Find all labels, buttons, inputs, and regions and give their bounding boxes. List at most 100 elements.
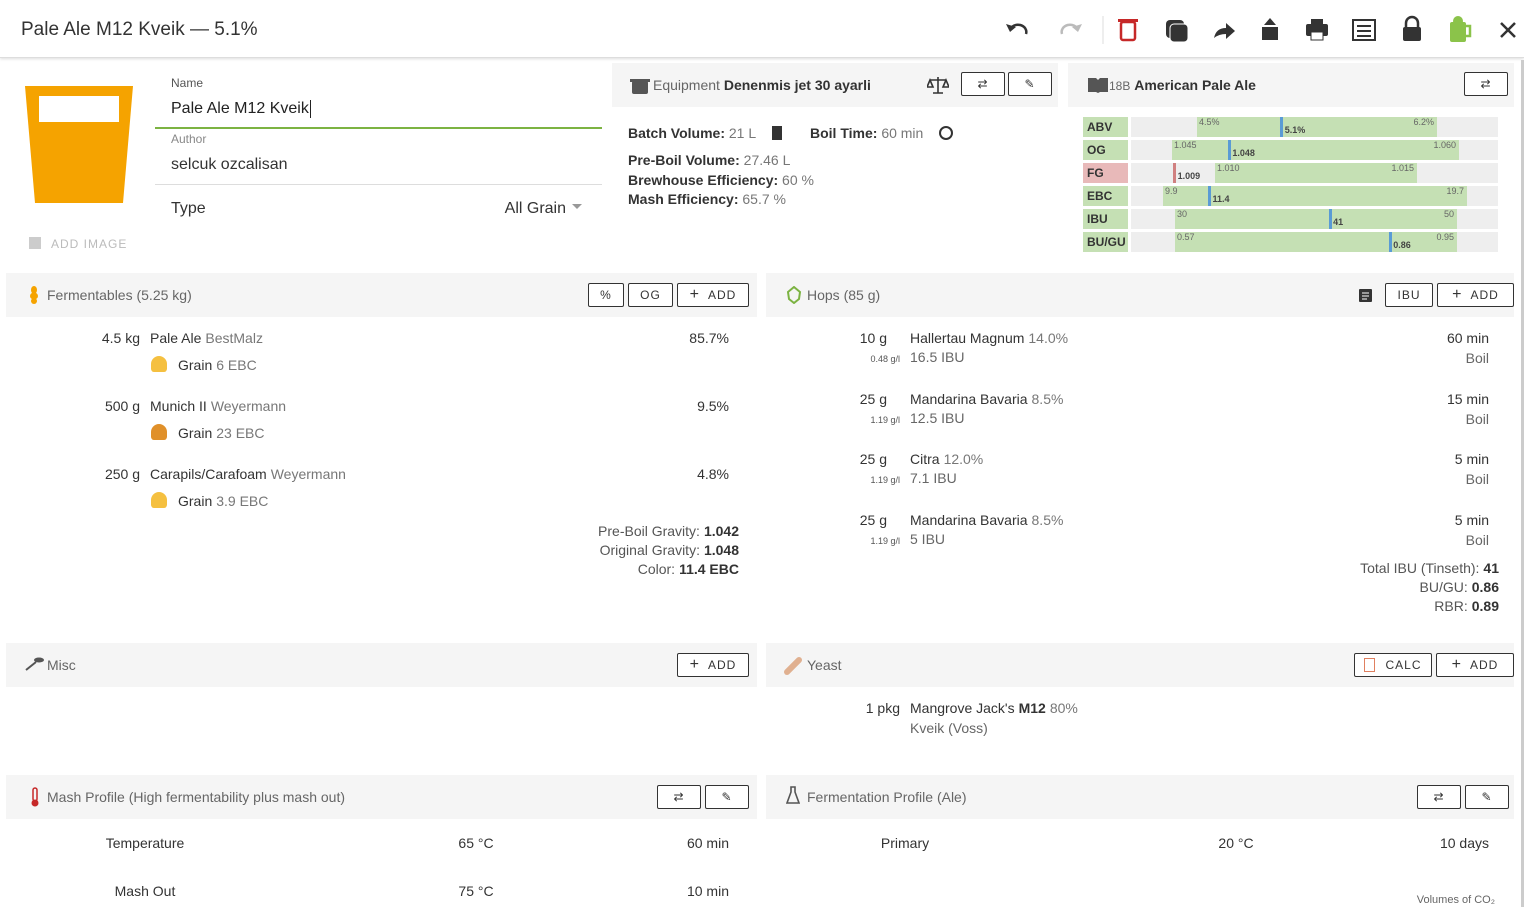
percent-button[interactable]: %	[588, 283, 624, 307]
type-select[interactable]: All Grain	[505, 200, 582, 218]
summary-label: Total IBU (Tinseth):	[1360, 560, 1480, 576]
scale-icon[interactable]	[927, 75, 949, 95]
step-time: 10 days	[1439, 835, 1489, 851]
misc-header	[6, 643, 757, 687]
wheat-icon	[151, 492, 167, 508]
step-name: Mash Out	[114, 883, 176, 899]
summary-value: 0.89	[1471, 598, 1499, 614]
amount: 500 g	[104, 398, 140, 414]
pre-boil-volume-value: 27.46 L	[743, 152, 791, 168]
batch-volume-label: Batch Volume:	[628, 125, 725, 141]
equipment-name: Denenmis jet 30 ayarli	[723, 77, 871, 93]
alpha: 14.0%	[1028, 330, 1069, 346]
summary-value: 1.048	[703, 542, 739, 558]
range-marker	[1173, 163, 1177, 183]
name: Mandarina Bavaria	[910, 390, 1028, 407]
style-header	[1068, 63, 1514, 107]
hop-name: Hallertau Magnum 14.0%	[910, 329, 1068, 347]
swap-button[interactable]: ⇄	[961, 72, 1005, 96]
name-label: Name	[171, 76, 204, 90]
step-temp: 65 °C	[458, 835, 494, 851]
list-icon[interactable]	[1359, 289, 1373, 303]
hop-ibu: 16.5 IBU	[910, 349, 965, 365]
ibu-summary: RBR: 0.89	[1434, 597, 1499, 615]
name: Citra	[910, 451, 940, 467]
hop-time: 15 min	[1446, 390, 1489, 407]
percent: 85.7%	[689, 330, 729, 346]
mash-efficiency-value: 65.7 %	[742, 191, 786, 207]
gravity-summary: Original Gravity: 1.048	[600, 541, 739, 559]
color: 23 EBC	[216, 425, 265, 441]
scrollbar	[1521, 60, 1524, 907]
range-value: 1.009	[1177, 171, 1201, 181]
supplier: Weyermann	[270, 466, 346, 482]
summary-value: 1.042	[703, 523, 739, 539]
ibu-button[interactable]: IBU	[1385, 283, 1433, 307]
name: Munich II	[150, 398, 207, 414]
add-yeast-button[interactable]: + ADD	[1436, 653, 1514, 677]
range-band	[1215, 163, 1417, 183]
equipment: Equipment Denenmis jet 30 ayarli	[653, 76, 871, 94]
supplier: Weyermann	[210, 398, 287, 414]
hop-time: 5 min	[1454, 511, 1489, 528]
fermentation-header	[766, 775, 1514, 819]
name-input[interactable]: Pale Ale M12 Kveik	[171, 100, 311, 118]
calc-button[interactable]: CALC	[1354, 653, 1432, 677]
range-value: 41	[1333, 217, 1344, 227]
fermentable-type: Grain 23 EBC	[178, 424, 264, 442]
tube-icon	[784, 657, 802, 675]
range-label: IBU	[1083, 209, 1128, 229]
calc-label: CALC	[1385, 658, 1422, 672]
amount: 250 g	[104, 466, 140, 482]
book-icon	[1088, 78, 1108, 93]
og-button[interactable]: OG	[628, 283, 673, 307]
yeast-amount: 1 pkg	[865, 700, 900, 716]
range-value: 1.048	[1232, 148, 1255, 158]
hop-name: Mandarina Bavaria 8.5%	[910, 511, 1063, 529]
fermentables-title: Fermentables (5.25 kg)	[47, 287, 192, 303]
author-label: Author	[171, 132, 207, 146]
range-min: 0.57	[1177, 232, 1195, 242]
equipment-label: Equipment	[653, 77, 720, 93]
edit-button[interactable]: ✎	[1008, 72, 1052, 96]
hop-ibu: 5 IBU	[910, 530, 946, 547]
add-misc-button[interactable]: + ADD	[677, 653, 749, 677]
toolbar-icons[interactable]	[1000, 14, 1524, 46]
style-name: American Pale Ale	[1134, 77, 1256, 93]
step-name: Primary	[880, 835, 930, 851]
author-input[interactable]: selcuk ozcalisan	[171, 156, 288, 173]
ferm-edit-button[interactable]: ✎	[1465, 785, 1509, 809]
fermentable-type: Grain 3.9 EBC	[178, 492, 268, 510]
range-max: 0.95	[1436, 232, 1454, 242]
ferm-swap-button[interactable]: ⇄	[1417, 785, 1461, 809]
range-label: BU/GU	[1083, 232, 1128, 252]
pot-icon	[630, 79, 650, 94]
hop-rate: 1.19 g/l	[870, 414, 900, 425]
range-max: 19.7	[1446, 186, 1464, 196]
fermentation-title: Fermentation Profile (Ale)	[807, 789, 967, 805]
hop-use: Boil	[1465, 531, 1489, 548]
summary-label: Color:	[637, 561, 676, 577]
fermentable-type: Grain 6 EBC	[178, 356, 257, 374]
add-hop-button[interactable]: + ADD	[1437, 283, 1514, 307]
range-value: 11.4	[1212, 194, 1230, 204]
add-image[interactable]: ADD IMAGE	[29, 237, 127, 251]
range-min: 30	[1177, 209, 1188, 219]
hop-amount: 25 g	[859, 390, 887, 407]
style-swap-button[interactable]: ⇄	[1464, 72, 1508, 96]
mash-edit-button[interactable]: ✎	[705, 785, 749, 809]
hop-ibu: 7.1 IBU	[910, 470, 957, 486]
step-temp: 20 °C	[1218, 835, 1254, 851]
hop-name: Mandarina Bavaria 8.5%	[910, 390, 1063, 408]
gravity-summary: Color: 11.4 EBC	[638, 560, 739, 578]
name: Hallertau Magnum	[910, 330, 1025, 346]
amount: 4.5 kg	[101, 330, 140, 346]
step-time: 10 min	[686, 883, 729, 899]
kind: Grain	[178, 425, 213, 441]
hops-title: Hops (85 g)	[807, 287, 881, 303]
mash-swap-button[interactable]: ⇄	[657, 785, 701, 809]
fermentable-name: Munich II Weyermann	[150, 397, 286, 415]
add-fermentable-button[interactable]: + ADD	[677, 283, 749, 307]
kind: Grain	[178, 357, 213, 373]
